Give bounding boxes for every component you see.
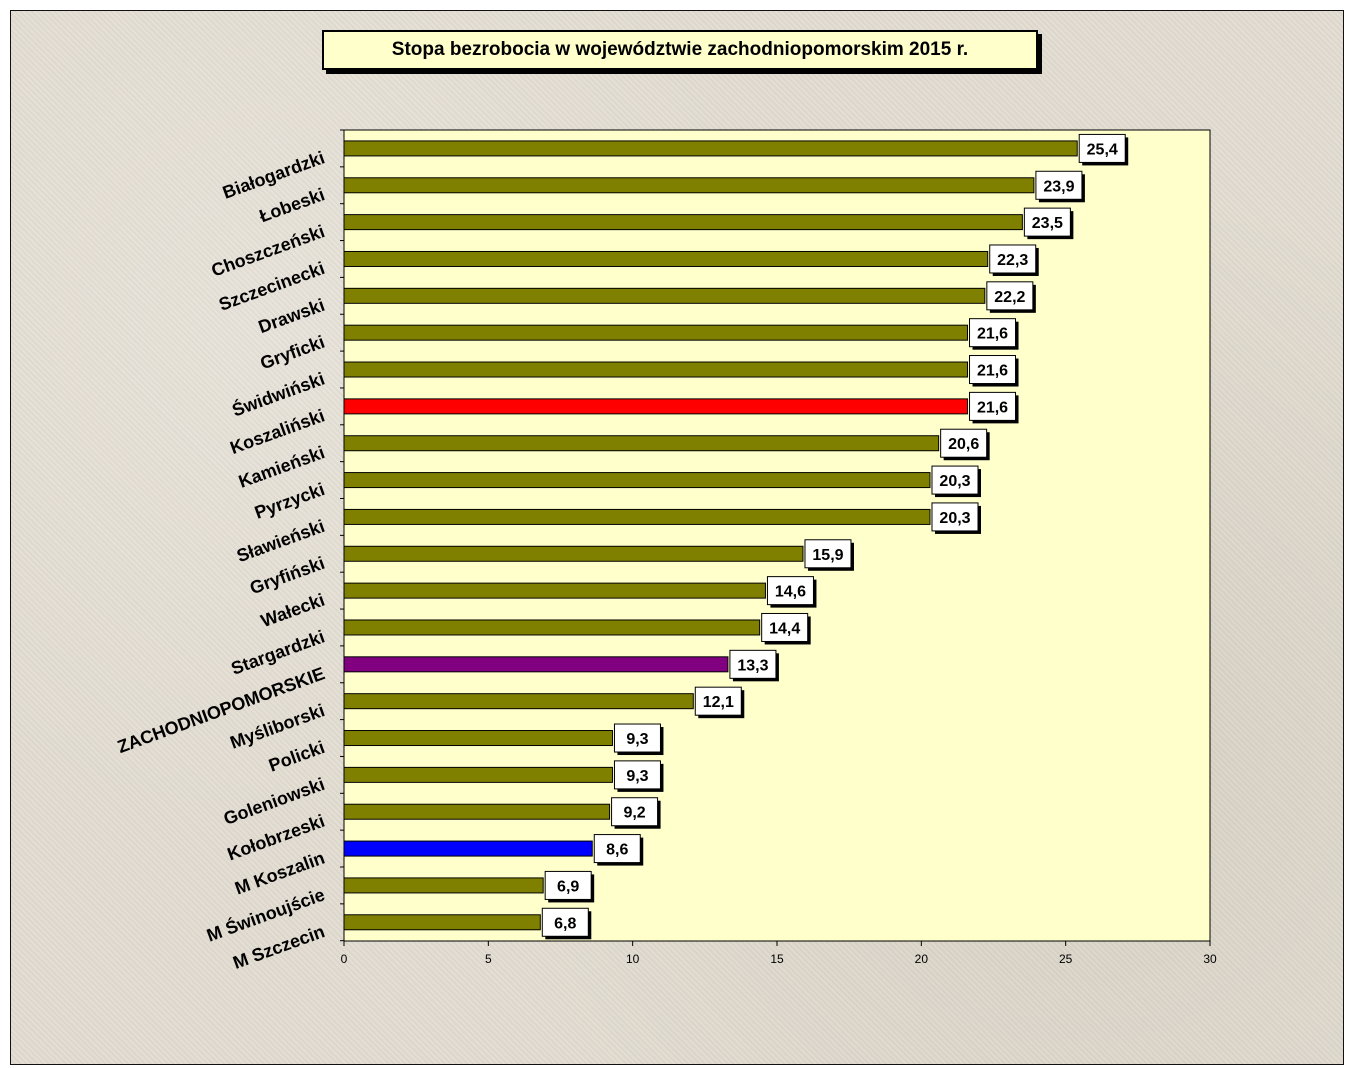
bar [343,803,611,820]
bar [343,730,613,747]
data-label: 22,2 [994,289,1025,306]
data-label-box [766,576,814,606]
x-tick-label: 30 [1203,952,1217,966]
category-label: Drawski [256,295,328,337]
data-label: 12,1 [703,694,734,711]
data-label: 23,5 [1032,215,1063,232]
data-label: 21,6 [977,363,1008,380]
bar [343,435,940,452]
category-label: Policki [266,737,327,776]
data-label: 21,6 [977,326,1008,343]
bar [343,177,1035,194]
data-label: 23,9 [1043,178,1074,195]
data-label-box [761,612,809,642]
bar [343,287,986,304]
data-label-box [613,760,661,790]
data-label-box [940,428,988,458]
data-label: 14,6 [775,584,806,601]
bar [343,619,761,636]
x-tick-label: 5 [485,952,492,966]
bar [343,361,969,378]
data-label-box [613,723,661,753]
bar [343,545,804,562]
data-label-box [1035,170,1083,200]
data-label-box [931,465,979,495]
data-label-box [804,539,852,569]
data-label-box [541,907,589,937]
data-label: 9,3 [626,768,648,785]
data-label: 20,6 [948,436,979,453]
data-label-box [1023,207,1071,237]
bar [343,840,593,857]
data-label-box [593,834,641,864]
chart-title: Stopa bezrobocia w województwie zachodni… [322,30,1038,70]
data-label: 9,3 [626,731,648,748]
data-label-box [611,797,659,827]
bar [343,472,931,489]
data-label-box [969,355,1017,385]
data-label-box [729,649,777,679]
x-tick-label: 25 [1059,952,1073,966]
data-label-box [969,391,1017,421]
data-label-box [989,244,1037,274]
category-label: Gryficki [258,332,328,374]
data-label: 20,3 [939,510,970,527]
data-label: 15,9 [812,547,843,564]
bar [343,693,694,710]
category-label: Łobeski [257,184,328,226]
data-label: 9,2 [623,805,645,822]
data-label: 13,3 [737,657,768,674]
data-label: 8,6 [606,842,628,859]
data-label: 6,8 [554,915,576,932]
x-tick-label: 15 [770,952,784,966]
x-tick-label: 20 [915,952,929,966]
bar [343,914,541,931]
data-label: 21,6 [977,399,1008,416]
category-label: Pyrzycki [252,479,327,523]
bar [343,398,969,415]
bar [343,324,969,341]
x-tick-label: 0 [341,952,348,966]
bar [343,508,931,525]
data-label: 20,3 [939,473,970,490]
bar [343,656,729,673]
bar [343,140,1078,157]
data-label-box [544,870,592,900]
data-label-box [986,281,1034,311]
data-label: 6,9 [557,878,579,895]
data-label: 14,4 [769,620,800,637]
bar [343,582,766,599]
category-label: Wałecki [258,590,327,631]
data-label-box [1078,133,1126,163]
bar [343,766,613,783]
data-label-box [969,318,1017,348]
data-label: 25,4 [1087,141,1118,158]
bar [343,877,544,894]
bar [343,214,1023,231]
bar [343,250,989,267]
data-label-box [931,502,979,532]
x-tick-label: 10 [626,952,640,966]
data-label: 22,3 [997,252,1028,269]
data-label-box [694,686,742,716]
